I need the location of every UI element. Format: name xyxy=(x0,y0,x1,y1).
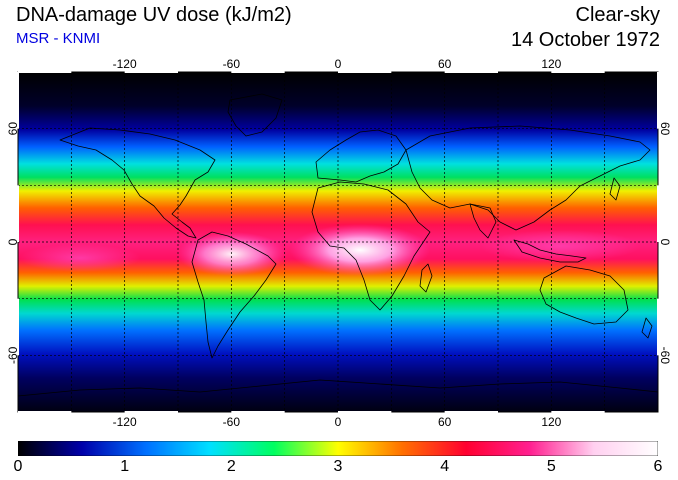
longitude-tick-label: -120 xyxy=(113,415,137,429)
longitude-tick-label: -120 xyxy=(113,57,137,71)
south-america-uv-maximum xyxy=(177,232,287,276)
longitude-tick-label: -60 xyxy=(223,415,241,429)
latitude-tick-label-right: 0 xyxy=(658,239,672,246)
africa-coast xyxy=(311,181,431,311)
greenland-coast xyxy=(227,93,283,137)
colorbar-tick-label: 0 xyxy=(13,458,23,475)
latitude-tick-label-right: -60 xyxy=(658,347,672,365)
uv-dose-map: -120 -120 -60 -60 0 0 60 60 120 120 60 60 0 0 -60 -60 xyxy=(6,57,672,429)
new-zealand-coast xyxy=(641,317,653,339)
latitude-labels: 60 60 0 0 -60 -60 xyxy=(6,122,672,365)
india-coast xyxy=(469,203,497,239)
colorbar-tick-label: 2 xyxy=(226,458,236,475)
colorbar-tick-label: 5 xyxy=(546,458,556,475)
europe-coast xyxy=(315,129,407,183)
africa-uv-maximum xyxy=(290,224,430,276)
colorbar-tick-label: 6 xyxy=(653,458,663,475)
australia-coast xyxy=(539,265,629,325)
map-date-label: 14 October 1972 xyxy=(511,29,660,51)
longitude-tick-label: 60 xyxy=(438,57,452,71)
colorbar-gradient xyxy=(18,441,658,456)
madagascar-coast xyxy=(419,263,433,293)
map-source: MSR - KNMI xyxy=(16,30,101,47)
sky-condition-label: Clear-sky xyxy=(575,4,660,26)
latitude-tick-label-left: -60 xyxy=(6,346,20,364)
antarctica-coast xyxy=(18,379,658,397)
frame-tick-bars xyxy=(17,71,659,413)
asia-coast xyxy=(405,125,651,231)
map-field xyxy=(18,72,658,412)
longitude-tick-label: -60 xyxy=(223,57,241,71)
latitude-tick-label-right: 60 xyxy=(658,122,672,136)
japan-coast xyxy=(609,177,621,201)
north-america-coast xyxy=(59,127,216,239)
longitude-tick-label: 120 xyxy=(541,57,561,71)
east-pacific-uv-maximum xyxy=(20,244,140,272)
latitude-tick-label-left: 0 xyxy=(6,238,20,245)
longitude-tick-label: 60 xyxy=(438,415,452,429)
west-pacific-uv-maximum xyxy=(480,230,640,262)
map-title: DNA-damage UV dose (kJ/m2) xyxy=(16,4,292,26)
colorbar-tick-label: 3 xyxy=(333,458,343,475)
south-america-coast xyxy=(191,231,277,359)
colorbar-tick-label: 1 xyxy=(120,458,130,475)
colorbar xyxy=(18,441,658,456)
coastlines xyxy=(18,93,658,397)
indonesia-coast xyxy=(513,239,587,263)
colorbar-tick-label: 4 xyxy=(440,458,450,475)
latitude-tick-label-left: 60 xyxy=(6,122,20,136)
longitude-tick-label: 120 xyxy=(541,415,561,429)
graticule xyxy=(18,72,658,412)
longitude-labels: -120 -120 -60 -60 0 0 60 60 120 120 xyxy=(113,57,562,429)
longitude-tick-label: 0 xyxy=(335,57,342,71)
longitude-tick-label: 0 xyxy=(335,415,342,429)
